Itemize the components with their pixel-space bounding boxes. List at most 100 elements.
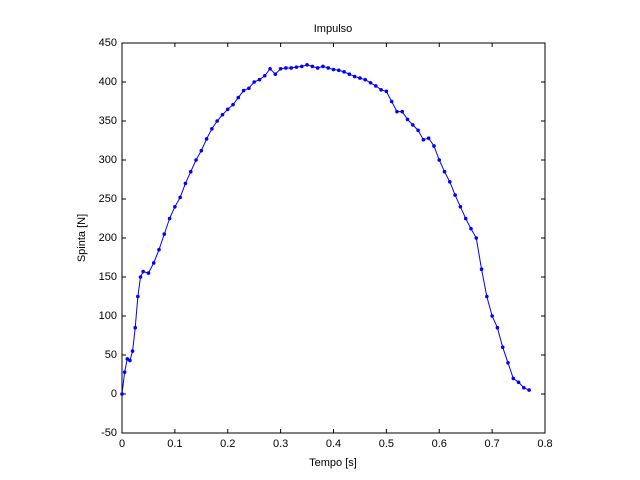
data-point [252, 80, 256, 84]
data-point [294, 65, 299, 69]
data-point [284, 66, 288, 70]
data-point [411, 123, 415, 127]
data-point [384, 89, 389, 94]
data-point [358, 76, 362, 80]
data-point [122, 370, 127, 374]
data-point [511, 376, 516, 381]
data-point [522, 385, 526, 390]
data-point [389, 99, 394, 104]
data-point [463, 216, 468, 221]
data-point [199, 148, 204, 153]
data-point [310, 64, 315, 69]
data-point [215, 119, 219, 123]
data-point [257, 77, 262, 82]
data-point [136, 294, 140, 299]
data-point [247, 86, 251, 91]
x-tick-label: 0 [119, 438, 125, 450]
data-point [421, 137, 426, 142]
data-point [458, 205, 463, 209]
data-point [125, 357, 130, 361]
data-point [374, 84, 378, 88]
data-point [416, 128, 420, 133]
data-point [321, 64, 325, 69]
data-point [225, 107, 230, 112]
data-point [157, 247, 161, 252]
data-point [241, 88, 246, 93]
data-point [151, 261, 156, 265]
y-tick-label: 200 [99, 232, 117, 244]
data-point [204, 137, 209, 141]
x-tick-label: 0.5 [379, 438, 394, 450]
data-point [278, 66, 283, 71]
data-point [379, 88, 383, 92]
data-point [331, 67, 336, 72]
data-point [479, 267, 484, 272]
data-point [268, 66, 272, 71]
data-point [273, 72, 278, 76]
data-point [305, 63, 309, 67]
data-point [210, 127, 214, 131]
data-point [342, 70, 346, 74]
series-line [121, 64, 530, 395]
data-point [395, 109, 399, 114]
data-point [516, 380, 521, 385]
data-point [432, 144, 436, 148]
y-tick-label: 50 [105, 349, 117, 361]
data-point [368, 80, 373, 85]
x-tick-label: 0.6 [432, 438, 447, 450]
y-tick-label: 100 [99, 310, 117, 322]
chart-title: Impulso [314, 23, 353, 35]
data-point [469, 226, 473, 231]
data-point [527, 388, 531, 392]
data-point [400, 109, 405, 114]
data-point [448, 180, 452, 184]
data-point [194, 158, 198, 162]
data-point [347, 72, 352, 76]
data-point [231, 102, 235, 107]
data-point [133, 325, 138, 330]
data-point [183, 181, 188, 186]
x-tick-label: 0.3 [273, 438, 288, 450]
data-point [173, 205, 177, 209]
y-tick-label: 400 [99, 76, 117, 88]
y-tick-label: 350 [99, 115, 117, 127]
data-point [326, 66, 331, 70]
data-point [363, 77, 368, 82]
data-point [120, 392, 124, 396]
data-point [130, 349, 135, 353]
data-point [426, 136, 431, 140]
y-tick-label: 450 [99, 37, 117, 49]
y-tick-label: -50 [101, 427, 117, 439]
data-point [437, 158, 442, 162]
x-tick-label: 0.2 [220, 438, 235, 450]
data-point [506, 361, 510, 365]
data-point [442, 169, 447, 174]
x-tick-label: 0.7 [484, 438, 499, 450]
data-point [138, 275, 143, 279]
x-tick-label: 0.8 [537, 438, 552, 450]
y-tick-label: 250 [99, 193, 117, 205]
x-axis-label: Tempo [s] [309, 457, 357, 469]
data-point [315, 66, 320, 70]
data-point [474, 236, 479, 240]
data-point [162, 232, 167, 236]
y-tick-label: 150 [99, 271, 117, 283]
plot-area [121, 42, 546, 434]
data-point [220, 112, 225, 117]
data-point [236, 95, 241, 100]
data-point [453, 193, 457, 197]
data-point [141, 269, 145, 274]
x-tick-label: 0.4 [326, 438, 341, 450]
data-point [178, 195, 182, 200]
data-point [128, 358, 132, 363]
x-tick-label: 0.1 [167, 438, 182, 450]
y-axis-label: Spinta [N] [76, 214, 88, 262]
data-point [352, 74, 357, 79]
data-point [500, 345, 505, 350]
data-point [485, 294, 489, 299]
data-point [146, 271, 151, 275]
y-tick-label: 0 [111, 388, 117, 400]
data-point [188, 169, 193, 174]
